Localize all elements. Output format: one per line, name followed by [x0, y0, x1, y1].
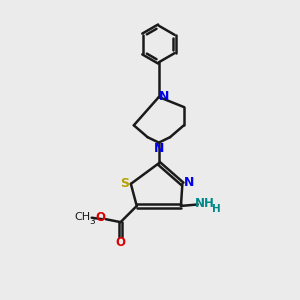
Text: 3: 3	[89, 217, 95, 226]
Text: N: N	[184, 176, 194, 189]
Text: H: H	[212, 204, 220, 214]
Text: N: N	[159, 91, 169, 103]
Text: NH: NH	[194, 197, 214, 210]
Text: N: N	[154, 142, 164, 155]
Text: S: S	[120, 177, 129, 190]
Text: O: O	[95, 211, 105, 224]
Text: CH: CH	[74, 212, 90, 222]
Text: O: O	[116, 236, 126, 249]
